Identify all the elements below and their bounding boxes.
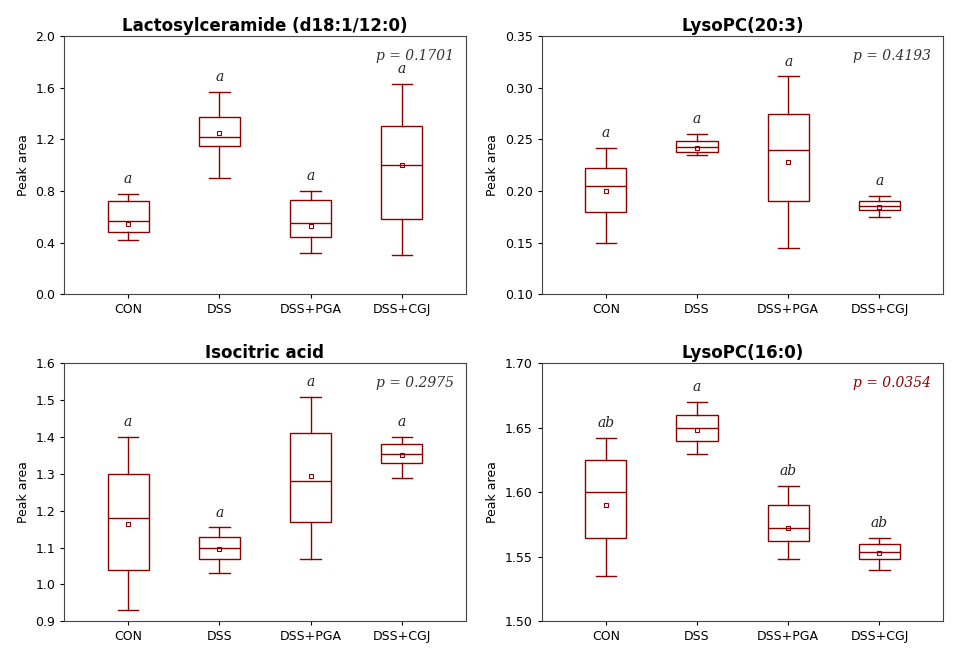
Text: a: a: [876, 174, 883, 188]
PathPatch shape: [381, 444, 422, 463]
Text: a: a: [124, 415, 132, 430]
Text: a: a: [124, 172, 132, 185]
Y-axis label: Peak area: Peak area: [16, 461, 30, 523]
PathPatch shape: [199, 537, 240, 558]
Text: p = 0.2975: p = 0.2975: [375, 376, 454, 390]
Text: a: a: [602, 126, 610, 140]
Text: a: a: [397, 415, 406, 430]
Title: Isocitric acid: Isocitric acid: [205, 344, 324, 362]
Text: a: a: [215, 70, 224, 84]
PathPatch shape: [768, 506, 808, 541]
Title: Lactosylceramide (d18:1/12:0): Lactosylceramide (d18:1/12:0): [122, 16, 408, 35]
Text: ab: ab: [597, 416, 614, 430]
Title: LysoPC(20:3): LysoPC(20:3): [682, 16, 804, 35]
PathPatch shape: [677, 415, 717, 441]
PathPatch shape: [677, 141, 717, 152]
Text: ab: ab: [871, 515, 888, 530]
Y-axis label: Peak area: Peak area: [487, 134, 499, 196]
PathPatch shape: [586, 460, 626, 537]
Text: p = 0.4193: p = 0.4193: [853, 49, 931, 63]
Text: p = 0.1701: p = 0.1701: [375, 49, 454, 63]
PathPatch shape: [768, 114, 808, 201]
PathPatch shape: [108, 474, 149, 570]
Text: a: a: [693, 380, 701, 395]
Y-axis label: Peak area: Peak area: [487, 461, 499, 523]
PathPatch shape: [586, 168, 626, 212]
Text: a: a: [306, 375, 315, 389]
Title: LysoPC(16:0): LysoPC(16:0): [682, 344, 804, 362]
Text: p = 0.0354: p = 0.0354: [853, 376, 931, 390]
PathPatch shape: [859, 544, 900, 560]
Text: a: a: [215, 506, 224, 519]
Y-axis label: Peak area: Peak area: [16, 134, 30, 196]
PathPatch shape: [290, 200, 331, 238]
Text: a: a: [306, 169, 315, 183]
PathPatch shape: [108, 201, 149, 232]
Text: a: a: [693, 112, 701, 127]
PathPatch shape: [859, 201, 900, 209]
PathPatch shape: [381, 127, 422, 219]
PathPatch shape: [199, 117, 240, 146]
Text: a: a: [784, 55, 792, 69]
Text: a: a: [397, 62, 406, 76]
PathPatch shape: [290, 434, 331, 522]
Text: ab: ab: [780, 464, 797, 478]
